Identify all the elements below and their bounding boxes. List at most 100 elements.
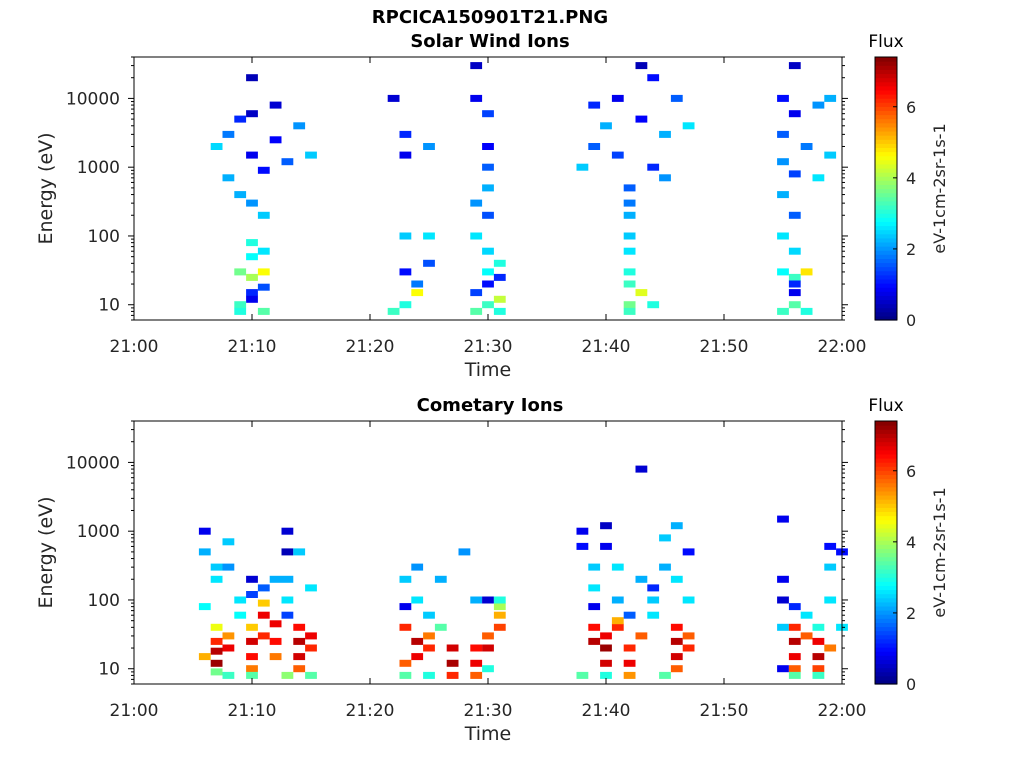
data-cell [623,280,636,288]
data-cell [222,130,235,138]
data-cell [600,671,612,679]
data-cell [246,653,258,661]
data-cell [493,623,506,631]
colorbar-segment [875,98,897,103]
data-cell [246,295,258,303]
data-cell [222,632,235,640]
panel-1: 21:00 21:10 21:20 21:30 21:40 21:50 22:00 10 100… [35,32,949,381]
data-cell [659,130,671,138]
data-cell [800,143,813,150]
colorbar-segment [875,77,897,83]
data-cell [222,174,235,182]
data-cell [493,273,506,281]
colorbar-segment [875,200,897,206]
data-cell [281,158,294,166]
data-cell [682,632,695,640]
data-cell [269,101,282,109]
data-cell [576,163,589,171]
colorbar-segment [875,474,897,480]
colorbar-segment [875,61,897,66]
colorbar-segment [875,470,897,476]
colorbar-segment [875,81,897,87]
colorbar: 0 2 4 6 Flux eV-1cm-2sr-1s-1 [868,32,949,330]
data-cell [257,599,270,607]
data-cell [588,637,601,645]
colorbar-segment [875,258,897,264]
data-cell [399,268,412,276]
data-cell [824,644,837,652]
data-cell [246,253,258,261]
colorbar-segment [875,262,897,268]
colorbar-segment [875,449,897,455]
colorbar-segment [875,441,897,447]
colorbar-segment [875,110,897,116]
data-cell [588,143,601,150]
data-cell [423,632,435,640]
data-cell [470,671,483,679]
data-cell [611,617,624,625]
data-cell [576,527,589,535]
data-cell [269,575,282,583]
colorbar-segment [875,163,897,169]
data-cell [482,143,494,150]
colorbar-segment [875,515,897,521]
data-cell [777,307,789,315]
data-cell [670,637,683,645]
data-cell [399,603,412,611]
panel2-title: Cometary Ions [416,395,564,416]
data-cell [293,623,306,631]
data-cell [198,653,211,661]
colorbar-segment [875,552,897,558]
colorbar-segment [875,494,897,500]
data-cell [635,115,648,123]
data-cell [482,644,494,652]
data-cell [281,671,294,679]
colorbar-segment [875,303,897,309]
colorbar-tick-label: 0 [906,311,916,330]
figure-title: RPCICA150901T21.PNG [371,7,609,28]
data-cell [470,644,483,652]
data-cell [812,637,825,645]
data-cell [257,247,270,255]
data-cell [246,289,258,297]
data-cell [788,665,801,673]
data-cell [788,623,801,631]
data-cell [399,659,412,667]
colorbar-segment [875,647,897,652]
colorbar-segment [875,291,897,296]
colorbar-segment [875,307,897,313]
colorbar-segment [875,601,897,607]
data-cell [812,653,825,661]
data-cell [600,659,612,667]
data-cell [670,94,683,102]
data-cell [635,575,648,583]
data-cell [399,232,412,240]
data-cell [635,289,648,297]
data-cell [246,665,258,673]
data-cell [611,563,624,571]
colorbar-title: Flux [868,32,903,52]
data-cell [210,668,223,676]
colorbar-segment [875,196,897,202]
data-cell [670,575,683,583]
colorbar-segment [875,618,897,623]
data-cell [623,247,636,255]
colorbar-segment [875,278,897,284]
data-cell [576,671,589,679]
data-cell [411,637,424,645]
data-cell [788,603,801,611]
colorbar-segment [875,204,897,210]
data-cell [824,563,837,571]
data-cell [800,611,813,619]
colorbar-segment [875,209,897,214]
colorbar-segment [875,540,897,545]
data-cell [647,301,660,309]
data-cell [788,170,801,178]
data-cell [611,596,624,604]
data-cell [210,623,223,631]
x-tick-label: 21:20 [346,701,395,721]
colorbar-segment [875,585,897,591]
colorbar-tick-label: 2 [906,604,916,623]
y-tick-label: 10000 [66,89,120,109]
data-cell [399,130,412,138]
